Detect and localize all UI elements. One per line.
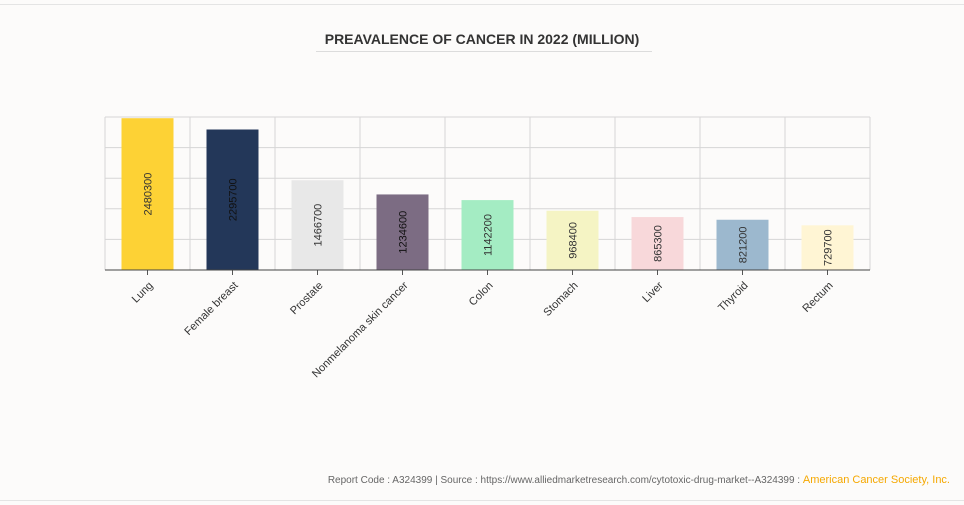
data-label: 1466700 bbox=[313, 204, 325, 247]
data-label: 2480300 bbox=[143, 173, 155, 216]
x-tick-label: Rectum bbox=[800, 280, 835, 315]
bar bbox=[716, 219, 769, 270]
data-label: 2295700 bbox=[228, 178, 240, 221]
bottom-divider bbox=[0, 500, 964, 501]
bar bbox=[546, 210, 599, 270]
x-tick-label: Liver bbox=[640, 279, 666, 305]
data-label: 821200 bbox=[738, 227, 750, 264]
bar bbox=[376, 194, 429, 270]
bar bbox=[461, 200, 514, 270]
x-tick-label: Female breast bbox=[182, 280, 240, 338]
bar bbox=[801, 225, 854, 270]
bar bbox=[631, 217, 684, 270]
data-label: 729700 bbox=[823, 229, 835, 266]
footer-org: American Cancer Society, Inc. bbox=[802, 474, 950, 486]
data-label: 1142200 bbox=[483, 214, 495, 256]
top-divider bbox=[0, 4, 964, 5]
x-tick-label: Stomach bbox=[541, 280, 580, 319]
x-tick-label: Nonmelanoma skin cancer bbox=[310, 279, 411, 380]
footer-source: Report Code : A324399 | Source : https:/… bbox=[328, 474, 950, 486]
title-underline bbox=[316, 51, 652, 52]
footer-text: Report Code : A324399 | Source : https:/… bbox=[327, 475, 803, 486]
bar bbox=[206, 129, 259, 270]
data-label: 865300 bbox=[653, 225, 665, 262]
bar bbox=[291, 180, 344, 270]
x-tick-label: Thyroid bbox=[716, 280, 750, 314]
data-label: 1234600 bbox=[398, 211, 410, 254]
chart-title: PREAVALENCE OF CANCER IN 2022 (MILLION) bbox=[324, 31, 640, 47]
data-label: 968400 bbox=[568, 222, 580, 259]
bar bbox=[121, 118, 174, 270]
x-tick-label: Lung bbox=[130, 280, 156, 306]
x-tick-label: Prostate bbox=[288, 280, 325, 317]
x-tick-label: Colon bbox=[467, 280, 496, 309]
